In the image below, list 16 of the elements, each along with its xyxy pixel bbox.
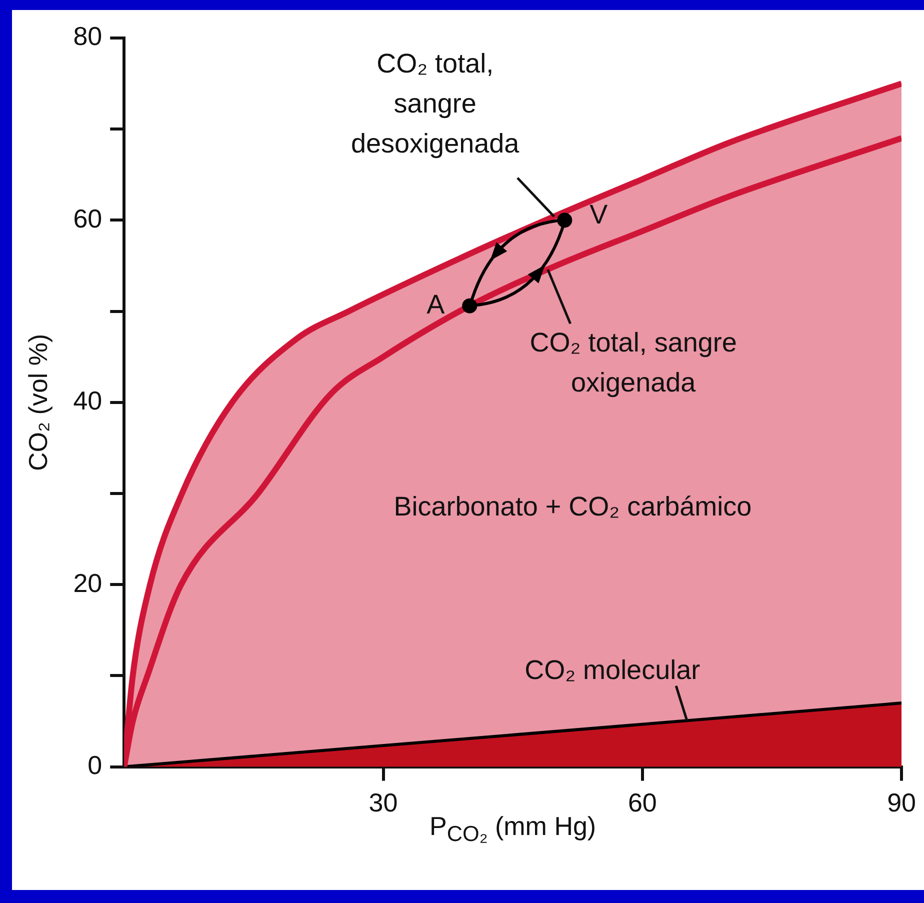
y-tick-label: 0: [88, 750, 102, 780]
series-label: V: [590, 200, 608, 230]
x-tick-label: 60: [628, 788, 657, 818]
series-label: CO₂ molecular: [524, 654, 700, 685]
text: CO₂ total, sangre desoxigenada: [351, 48, 520, 158]
y-tick-label: 60: [73, 203, 102, 234]
x-tick-label: 90: [887, 788, 916, 818]
series-label: CO₂ total, sangre oxigenada: [530, 328, 737, 398]
y-tick-label: 40: [73, 386, 102, 416]
x-axis-title: P$_{CO₂}$ (mm Hg): [430, 810, 596, 846]
y-tick-label: 20: [73, 568, 102, 598]
x-tick-label: 30: [368, 788, 398, 818]
y-axis-title: CO₂ (vol %): [22, 334, 53, 472]
annotation: Bicarbonato + CO₂ carbámico: [394, 492, 752, 522]
series-label: A: [426, 289, 445, 320]
y-tick-label: 80: [73, 21, 102, 52]
